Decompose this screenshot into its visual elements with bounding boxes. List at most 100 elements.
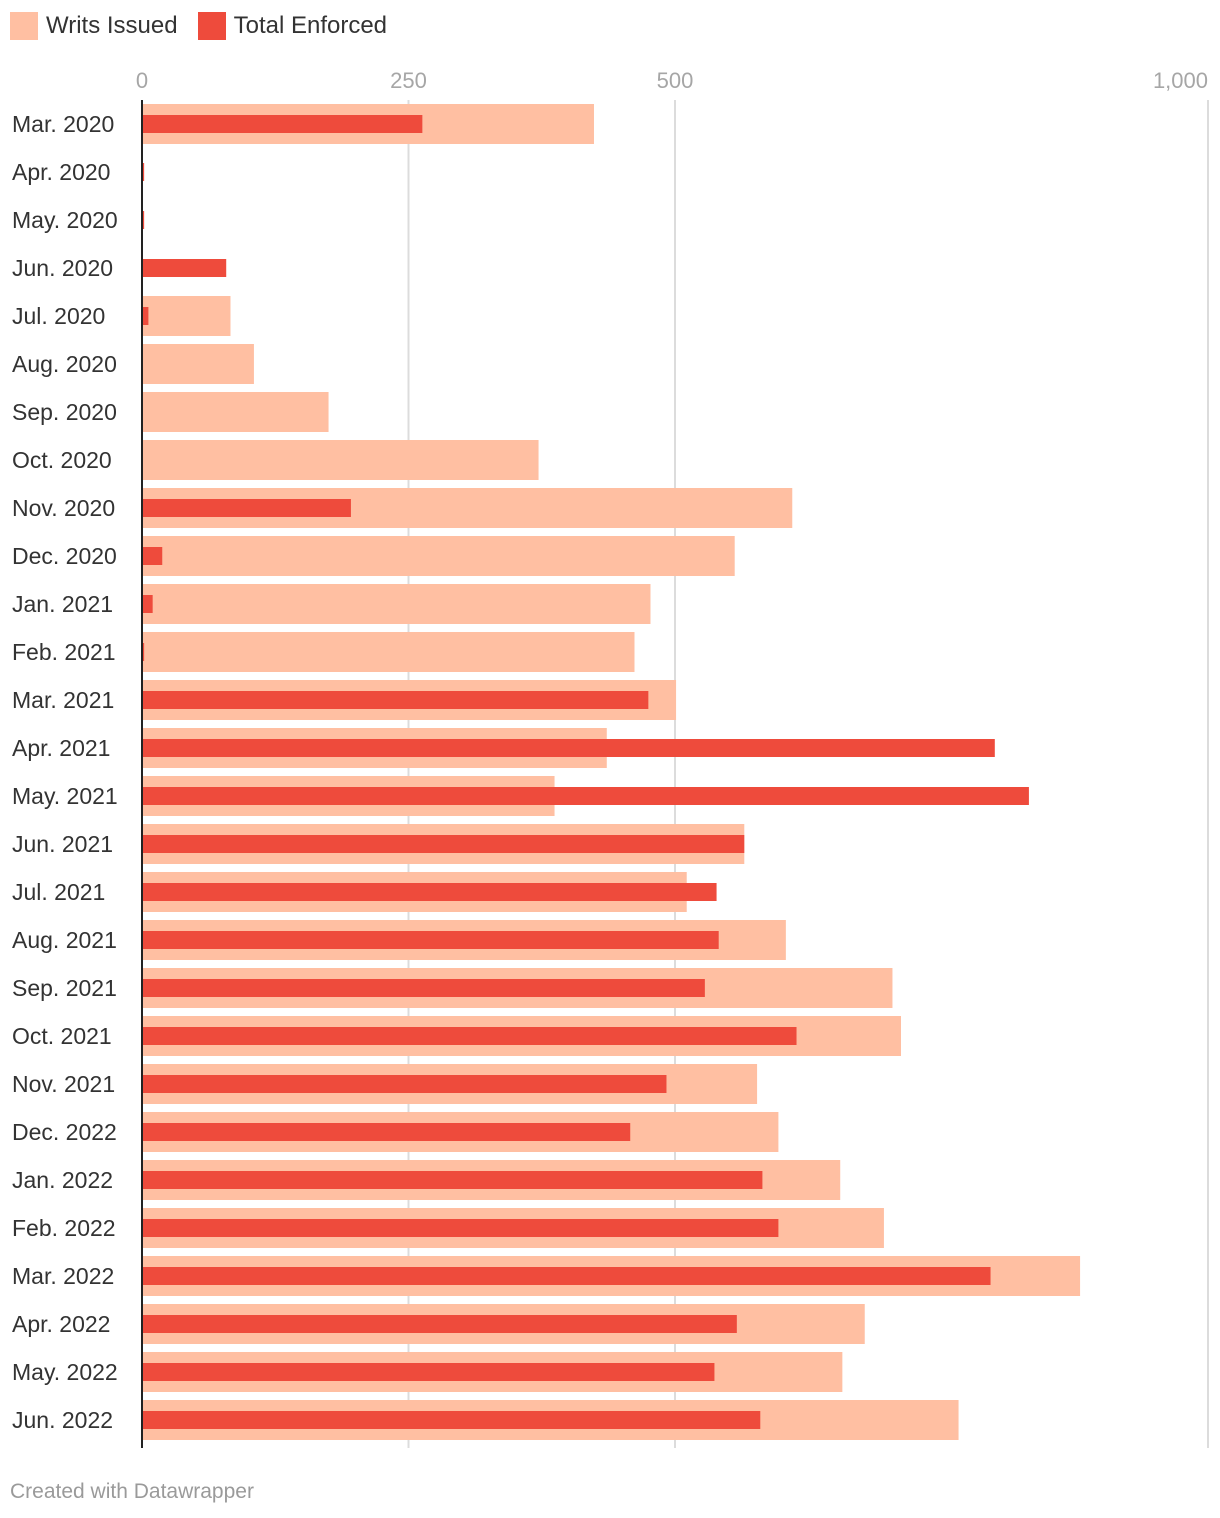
bar-row-jan-2022 — [142, 1160, 841, 1200]
bar-total-enforced-jun-2021[interactable] — [142, 835, 745, 853]
legend-swatch-total-enforced — [197, 12, 226, 40]
bar-total-enforced-mar-2021[interactable] — [142, 691, 649, 709]
category-label-apr-2020: Apr. 2020 — [12, 159, 110, 185]
x-axis-ticks: 0 250 500 1,000 — [136, 68, 1208, 93]
tick-label-250: 250 — [390, 68, 427, 93]
bar-row-feb-2021 — [142, 632, 635, 672]
bar-row-jul-2020 — [142, 296, 231, 336]
bar-total-enforced-feb-2021[interactable] — [142, 643, 145, 661]
bar-writs-issued-feb-2021[interactable] — [142, 632, 635, 672]
bar-writs-issued-dec-2020[interactable] — [142, 536, 735, 576]
bar-total-enforced-oct-2021[interactable] — [142, 1027, 797, 1045]
bar-writs-issued-oct-2020[interactable] — [142, 440, 539, 480]
category-label-mar-2020: Mar. 2020 — [12, 111, 114, 137]
bar-row-apr-2021 — [142, 728, 995, 768]
bar-row-jul-2021 — [142, 872, 717, 912]
bar-writs-issued-jan-2021[interactable] — [142, 584, 651, 624]
bar-row-jun-2022 — [142, 1400, 959, 1440]
bar-row-aug-2021 — [142, 920, 786, 960]
bar-row-apr-2020 — [142, 163, 145, 181]
category-label-jan-2022: Jan. 2022 — [12, 1167, 113, 1193]
category-label-may-2021: May. 2021 — [12, 783, 118, 809]
bar-total-enforced-dec-2020[interactable] — [142, 547, 163, 565]
bar-row-may-2020 — [142, 211, 145, 229]
bars — [142, 104, 1081, 1440]
bar-total-enforced-apr-2021[interactable] — [142, 739, 995, 757]
category-label-jun-2022: Jun. 2022 — [12, 1407, 113, 1433]
bar-row-sep-2021 — [142, 968, 893, 1008]
bar-total-enforced-feb-2022[interactable] — [142, 1219, 779, 1237]
bar-total-enforced-jul-2020[interactable] — [142, 307, 149, 325]
bar-row-may-2021 — [142, 776, 1029, 816]
bar-total-enforced-may-2022[interactable] — [142, 1363, 715, 1381]
bar-row-jun-2021 — [142, 824, 745, 864]
bar-total-enforced-jan-2021[interactable] — [142, 595, 153, 613]
tick-label-0: 0 — [136, 68, 148, 93]
category-label-feb-2021: Feb. 2021 — [12, 639, 116, 665]
legend: Writs Issued Total Enforced — [10, 10, 407, 42]
category-label-oct-2020: Oct. 2020 — [12, 447, 112, 473]
category-label-sep-2021: Sep. 2021 — [12, 975, 117, 1001]
bar-total-enforced-jun-2022[interactable] — [142, 1411, 761, 1429]
bar-row-jun-2020 — [142, 259, 227, 277]
category-label-dec-2020: Dec. 2020 — [12, 543, 117, 569]
bar-total-enforced-aug-2021[interactable] — [142, 931, 719, 949]
bar-row-dec-2022 — [142, 1112, 779, 1152]
bar-total-enforced-mar-2022[interactable] — [142, 1267, 991, 1285]
category-label-nov-2021: Nov. 2021 — [12, 1071, 115, 1097]
legend-item-writs-issued[interactable]: Writs Issued — [10, 12, 178, 40]
bar-total-enforced-may-2021[interactable] — [142, 787, 1029, 805]
bar-total-enforced-jun-2020[interactable] — [142, 259, 227, 277]
category-label-nov-2020: Nov. 2020 — [12, 495, 115, 521]
legend-label-total-enforced: Total Enforced — [233, 12, 388, 39]
bar-total-enforced-jan-2022[interactable] — [142, 1171, 763, 1189]
category-label-jan-2021: Jan. 2021 — [12, 591, 113, 617]
category-labels: Mar. 2020 Apr. 2020 May. 2020 Jun. 2020 Jul.… — [12, 111, 118, 1433]
bar-writs-issued-sep-2020[interactable] — [142, 392, 329, 432]
tick-label-500: 500 — [657, 68, 694, 93]
bar-total-enforced-may-2020[interactable] — [142, 211, 145, 229]
bar-row-may-2022 — [142, 1352, 843, 1392]
bar-row-jan-2021 — [142, 584, 651, 624]
category-label-may-2022: May. 2022 — [12, 1359, 118, 1385]
bar-row-aug-2020 — [142, 344, 254, 384]
credit-footer[interactable]: Created with Datawrapper — [10, 1480, 254, 1503]
legend-label-writs-issued: Writs Issued — [46, 12, 178, 39]
legend-item-total-enforced[interactable]: Total Enforced — [197, 12, 388, 40]
category-label-mar-2022: Mar. 2022 — [12, 1263, 114, 1289]
bar-row-apr-2022 — [142, 1304, 865, 1344]
bar-total-enforced-sep-2021[interactable] — [142, 979, 705, 997]
category-label-mar-2021: Mar. 2021 — [12, 687, 114, 713]
bar-writs-issued-jul-2020[interactable] — [142, 296, 231, 336]
bar-row-mar-2020 — [142, 104, 594, 144]
category-label-may-2020: May. 2020 — [12, 207, 118, 233]
category-label-apr-2022: Apr. 2022 — [12, 1311, 110, 1337]
category-label-jun-2021: Jun. 2021 — [12, 831, 113, 857]
bar-total-enforced-apr-2020[interactable] — [142, 163, 145, 181]
category-label-jul-2020: Jul. 2020 — [12, 303, 105, 329]
bar-total-enforced-mar-2020[interactable] — [142, 115, 423, 133]
category-label-jul-2021: Jul. 2021 — [12, 879, 105, 905]
bar-total-enforced-jul-2021[interactable] — [142, 883, 717, 901]
bar-row-nov-2020 — [142, 488, 793, 528]
legend-swatch-writs-issued — [10, 12, 38, 40]
bar-row-oct-2020 — [142, 440, 539, 480]
category-label-aug-2021: Aug. 2021 — [12, 927, 117, 953]
category-label-aug-2020: Aug. 2020 — [12, 351, 117, 377]
bar-total-enforced-dec-2022[interactable] — [142, 1123, 631, 1141]
category-label-apr-2021: Apr. 2021 — [12, 735, 110, 761]
bar-row-feb-2022 — [142, 1208, 884, 1248]
category-label-sep-2020: Sep. 2020 — [12, 399, 117, 425]
category-label-jun-2020: Jun. 2020 — [12, 255, 113, 281]
bar-row-oct-2021 — [142, 1016, 901, 1056]
bar-writs-issued-aug-2020[interactable] — [142, 344, 254, 384]
bar-total-enforced-nov-2020[interactable] — [142, 499, 351, 517]
bar-row-nov-2021 — [142, 1064, 758, 1104]
category-label-feb-2022: Feb. 2022 — [12, 1215, 116, 1241]
bar-row-dec-2020 — [142, 536, 735, 576]
tick-label-1000: 1,000 — [1153, 68, 1208, 93]
bar-total-enforced-nov-2021[interactable] — [142, 1075, 667, 1093]
bar-chart: 0 250 500 1,000 Mar. 2020 Apr. 2020 May. 2020… — [12, 68, 1209, 1448]
category-label-dec-2022: Dec. 2022 — [12, 1119, 117, 1145]
bar-total-enforced-apr-2022[interactable] — [142, 1315, 737, 1333]
